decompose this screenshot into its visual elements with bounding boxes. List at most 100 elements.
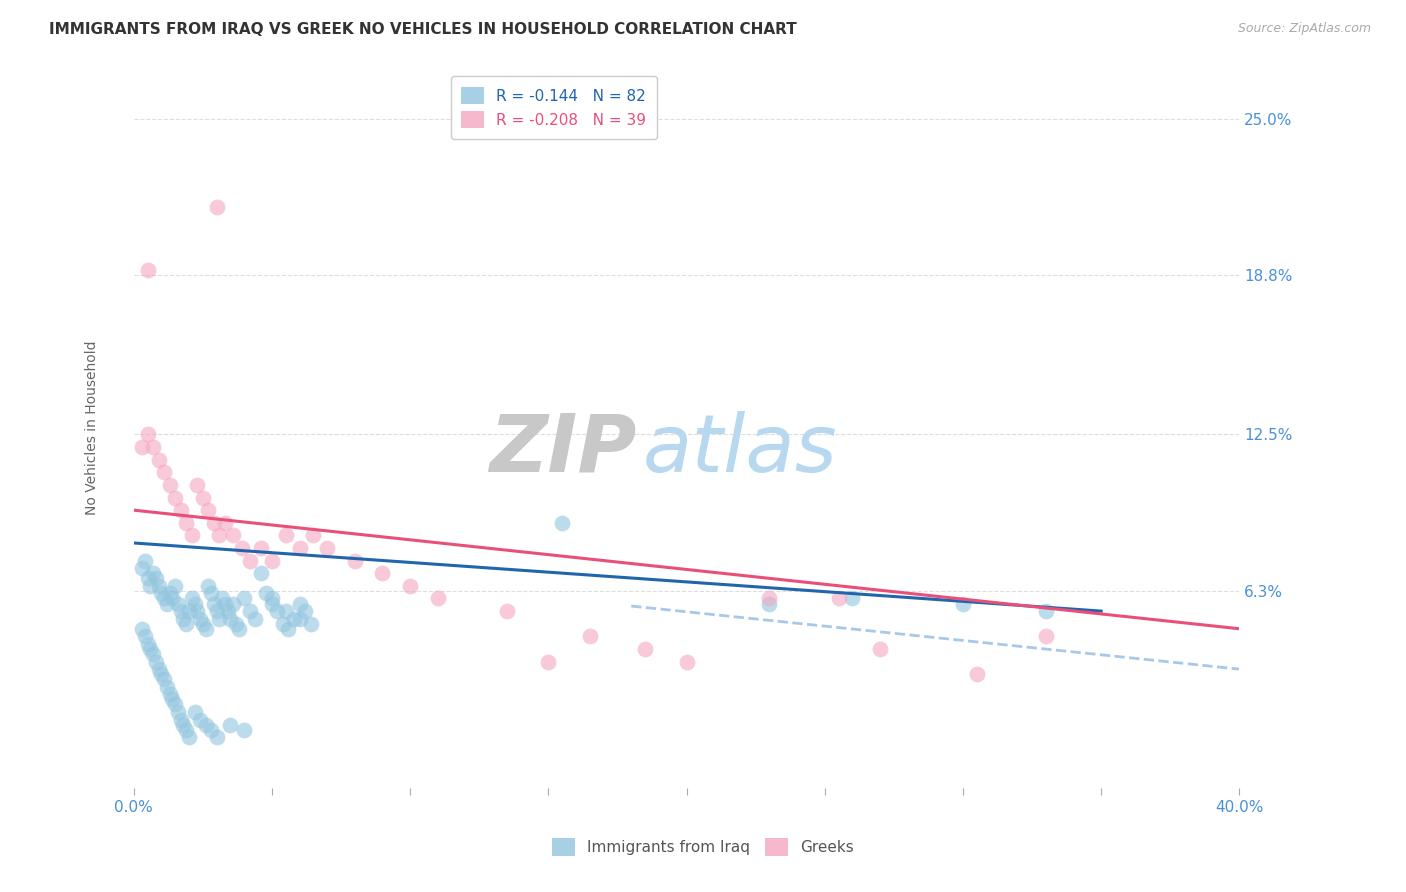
Point	[827, 591, 849, 606]
Point	[202, 597, 225, 611]
Point	[675, 655, 697, 669]
Point	[142, 566, 165, 581]
Point	[183, 705, 205, 719]
Point	[145, 571, 167, 585]
Point	[159, 478, 181, 492]
Point	[150, 667, 173, 681]
Point	[274, 528, 297, 542]
Point	[214, 597, 236, 611]
Text: ZIP: ZIP	[489, 410, 637, 489]
Point	[266, 604, 288, 618]
Point	[188, 612, 211, 626]
Point	[150, 586, 173, 600]
Point	[634, 642, 657, 657]
Point	[174, 516, 197, 530]
Text: No Vehicles in Household: No Vehicles in Household	[84, 341, 98, 516]
Point	[159, 586, 181, 600]
Point	[200, 723, 222, 737]
Point	[177, 731, 200, 745]
Text: Source: ZipAtlas.com: Source: ZipAtlas.com	[1237, 22, 1371, 36]
Point	[197, 503, 219, 517]
Point	[197, 579, 219, 593]
Point	[399, 579, 422, 593]
Point	[758, 597, 780, 611]
Point	[167, 597, 190, 611]
Point	[134, 629, 156, 643]
Point	[228, 622, 250, 636]
Point	[211, 591, 233, 606]
Point	[302, 528, 325, 542]
Point	[495, 604, 517, 618]
Point	[205, 200, 228, 214]
Point	[288, 541, 311, 555]
Point	[153, 672, 176, 686]
Point	[219, 717, 242, 731]
Point	[183, 597, 205, 611]
Point	[966, 667, 988, 681]
Point	[1035, 629, 1057, 643]
Point	[142, 647, 165, 661]
Point	[186, 604, 208, 618]
Point	[162, 591, 184, 606]
Point	[250, 566, 273, 581]
Point	[578, 629, 600, 643]
Point	[142, 440, 165, 454]
Point	[260, 554, 283, 568]
Point	[217, 604, 239, 618]
Point	[153, 465, 176, 479]
Point	[202, 516, 225, 530]
Point	[165, 698, 187, 712]
Point	[145, 655, 167, 669]
Point	[343, 554, 366, 568]
Point	[174, 723, 197, 737]
Point	[219, 612, 242, 626]
Point	[194, 622, 217, 636]
Point	[194, 717, 217, 731]
Point	[371, 566, 394, 581]
Point	[136, 427, 159, 442]
Point	[148, 579, 170, 593]
Point	[288, 597, 311, 611]
Point	[136, 263, 159, 277]
Point	[162, 692, 184, 706]
Point	[277, 622, 299, 636]
Point	[841, 591, 863, 606]
Point	[131, 561, 153, 575]
Point	[233, 591, 256, 606]
Legend: Immigrants from Iraq, Greeks: Immigrants from Iraq, Greeks	[546, 832, 860, 862]
Point	[260, 591, 283, 606]
Point	[239, 554, 262, 568]
Point	[180, 591, 202, 606]
Point	[222, 597, 245, 611]
Point	[172, 717, 194, 731]
Point	[222, 528, 245, 542]
Point	[170, 503, 193, 517]
Point	[274, 604, 297, 618]
Point	[165, 491, 187, 505]
Legend: R = -0.144   N = 82, R = -0.208   N = 39: R = -0.144 N = 82, R = -0.208 N = 39	[450, 76, 657, 139]
Point	[254, 586, 277, 600]
Point	[177, 604, 200, 618]
Point	[271, 616, 294, 631]
Point	[170, 604, 193, 618]
Point	[148, 662, 170, 676]
Point	[208, 612, 231, 626]
Point	[153, 591, 176, 606]
Point	[245, 612, 267, 626]
Point	[283, 612, 305, 626]
Point	[288, 612, 311, 626]
Point	[136, 571, 159, 585]
Point	[239, 604, 262, 618]
Point	[231, 541, 253, 555]
Point	[294, 604, 316, 618]
Point	[148, 452, 170, 467]
Point	[233, 723, 256, 737]
Point	[869, 642, 891, 657]
Point	[156, 680, 179, 694]
Point	[136, 637, 159, 651]
Point	[537, 655, 560, 669]
Point	[299, 616, 322, 631]
Point	[180, 528, 202, 542]
Point	[167, 705, 190, 719]
Point	[131, 622, 153, 636]
